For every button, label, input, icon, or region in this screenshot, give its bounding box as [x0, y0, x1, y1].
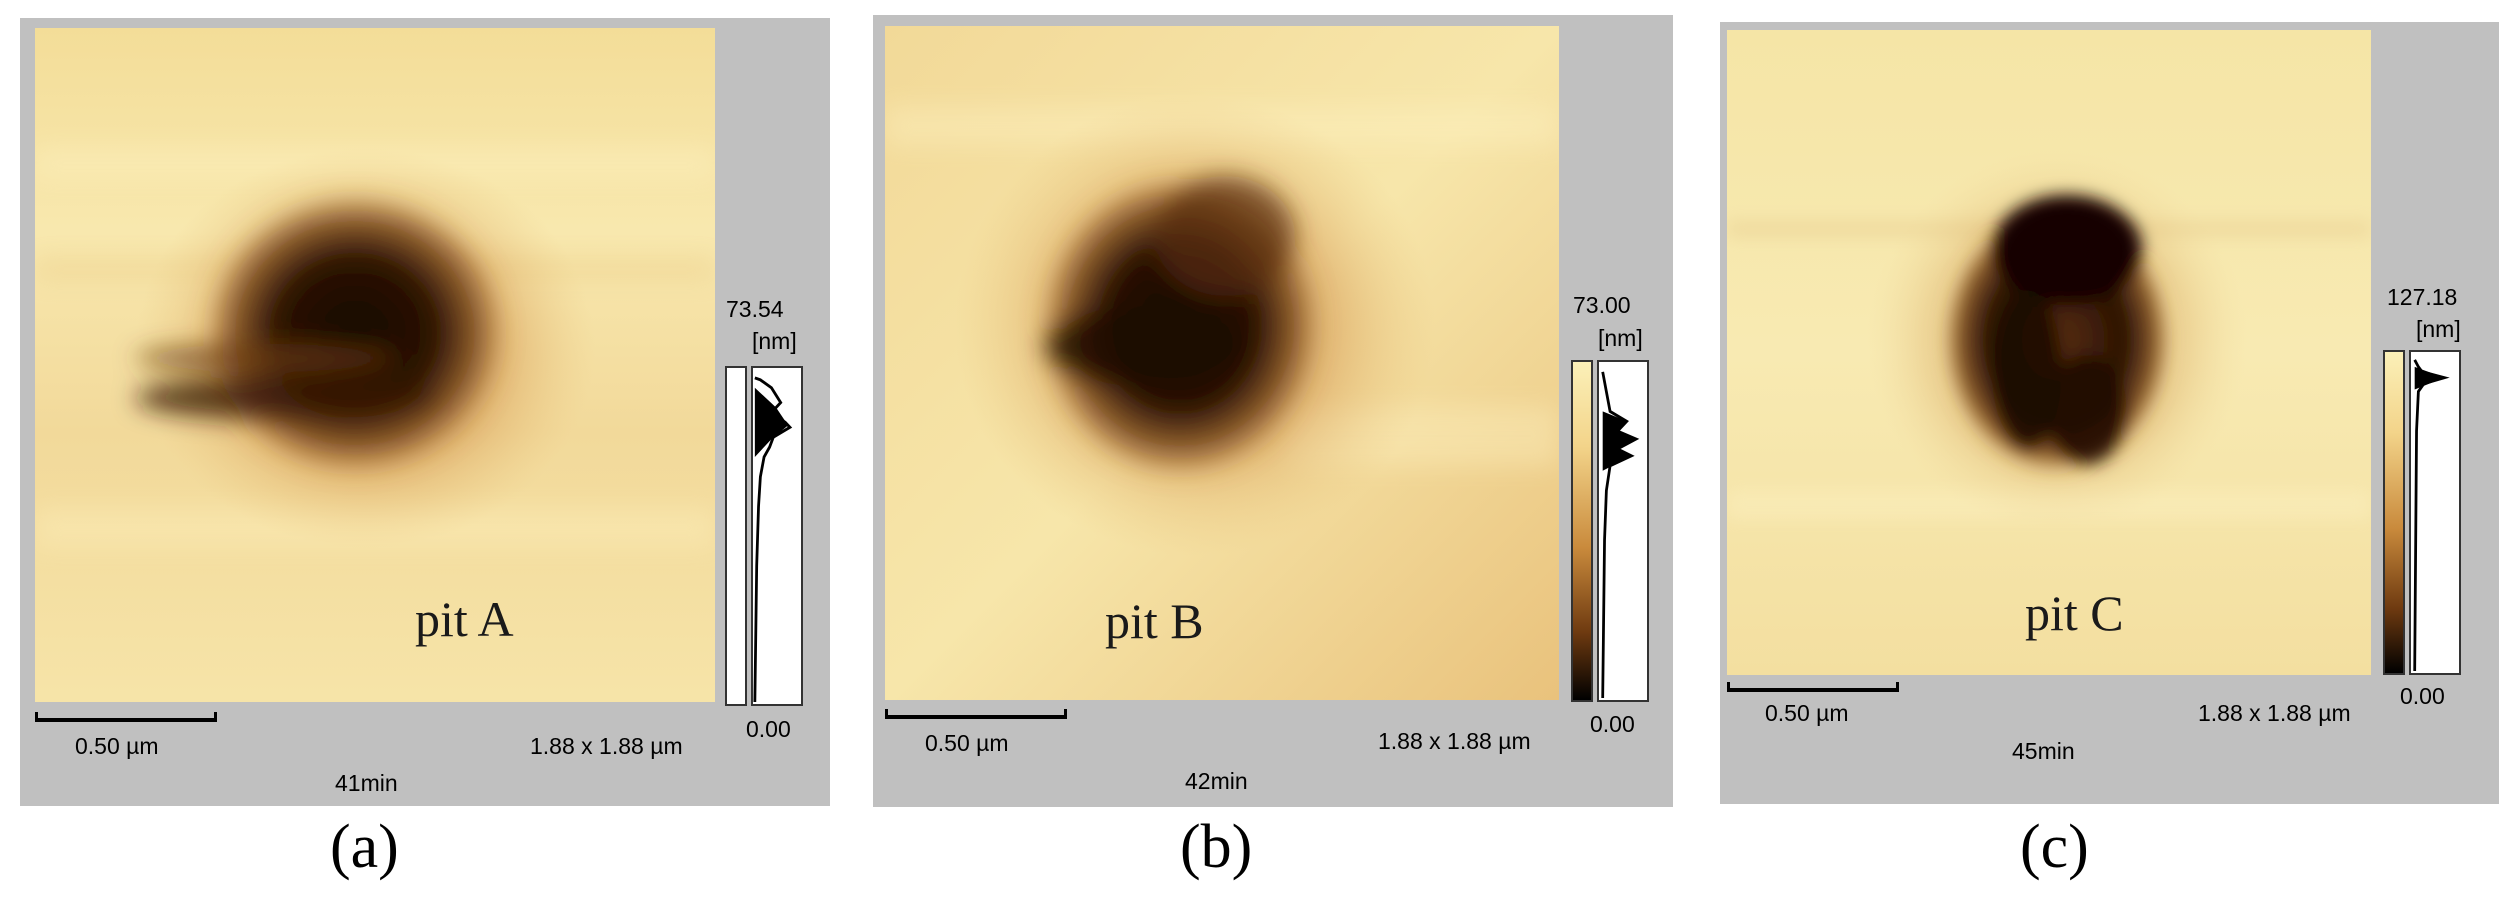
scale-bar-label-b: 0.50 µm: [925, 730, 1009, 756]
scan-size-b: 1.88 x 1.88 µm: [1378, 728, 1531, 754]
scan-size-a: 1.88 x 1.88 µm: [530, 733, 683, 759]
colorbar-c: [2383, 350, 2405, 675]
color-min-a: 0.00: [746, 716, 791, 742]
height-histogram-a: [751, 366, 803, 706]
caption-b: (b): [1180, 813, 1253, 881]
caption-c: (c): [2020, 813, 2089, 881]
time-label-b: 42min: [1185, 768, 1248, 794]
unit-label-a: [nm]: [752, 328, 797, 354]
afm-topography-a: [35, 28, 715, 702]
scale-bar-c: [1727, 682, 1899, 692]
color-max-b: 73.00: [1573, 292, 1631, 318]
afm-image-b: [885, 26, 1559, 700]
afm-image-a: [35, 28, 715, 702]
pit-label-b: pit B: [1105, 593, 1204, 649]
color-max-a: 73.54: [726, 296, 784, 322]
caption-a: (a): [330, 813, 399, 881]
color-min-b: 0.00: [1590, 711, 1635, 737]
scale-bar-b: [885, 709, 1067, 719]
afm-topography-c: [1727, 30, 2371, 675]
scale-bar-a: [35, 712, 217, 722]
afm-topography-b: [885, 26, 1559, 700]
pit-label-a: pit A: [415, 591, 514, 647]
height-histogram-b: [1597, 360, 1649, 702]
scale-bar-label-a: 0.50 µm: [75, 733, 159, 759]
unit-label-c: [nm]: [2416, 316, 2461, 342]
pit-label-c: pit C: [2025, 585, 2124, 641]
colorbar-a: [725, 366, 747, 706]
time-label-c: 45min: [2012, 738, 2075, 764]
colorbar-b: [1571, 360, 1593, 702]
unit-label-b: [nm]: [1598, 325, 1643, 351]
time-label-a: 41min: [335, 770, 398, 796]
afm-image-c: [1727, 30, 2371, 675]
scan-size-c: 1.88 x 1.88 µm: [2198, 700, 2351, 726]
height-histogram-c: [2409, 350, 2461, 675]
color-min-c: 0.00: [2400, 683, 2445, 709]
color-max-c: 127.18: [2387, 284, 2458, 310]
scale-bar-label-c: 0.50 µm: [1765, 700, 1849, 726]
